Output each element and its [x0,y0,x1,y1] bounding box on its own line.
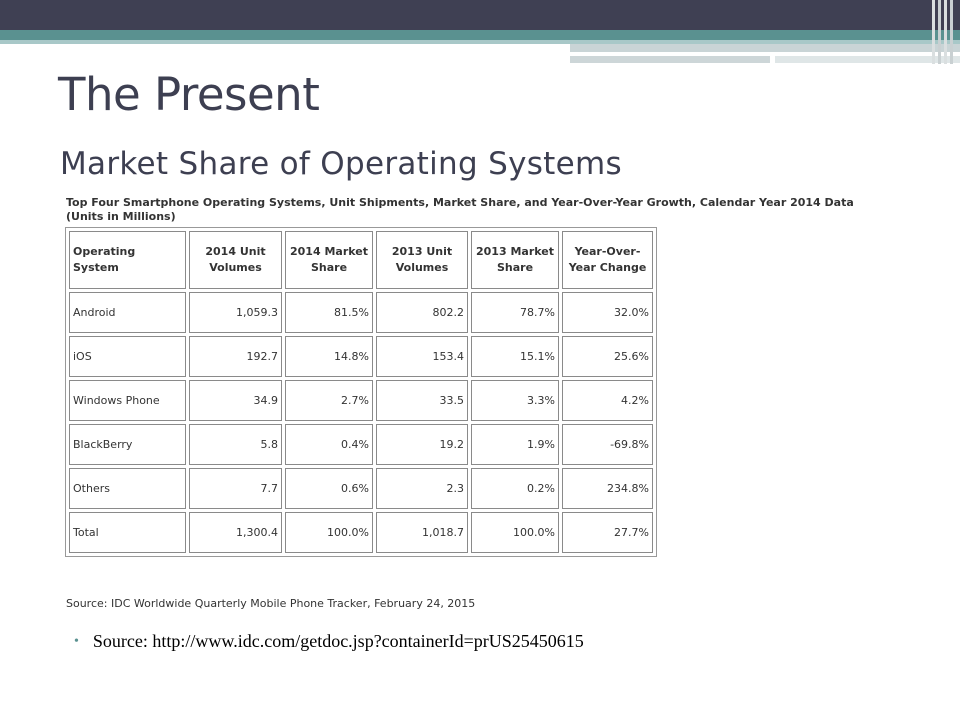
header-vertical-stripe [932,0,935,64]
bullet-text: Source: http://www.idc.com/getdoc.jsp?co… [92,631,584,651]
table-cell: 1,300.4 [189,512,282,553]
header-stripe [570,44,960,52]
bullet-dot-icon: • [74,634,79,649]
column-header: 2014 Unit Volumes [189,231,282,289]
table-cell: 100.0% [285,512,373,553]
slide-subtitle: Market Share of Operating Systems [60,146,622,182]
table-cell: 19.2 [376,424,468,465]
column-header: Year-Over-Year Change [562,231,653,289]
table-cell: iOS [69,336,186,377]
table-row: Windows Phone 34.9 2.7% 33.5 3.3% 4.2% [69,380,653,421]
table-cell: 78.7% [471,292,559,333]
table-cell: 192.7 [189,336,282,377]
table-cell: 1.9% [471,424,559,465]
table-row: Android 1,059.3 81.5% 802.2 78.7% 32.0% [69,292,653,333]
table-cell: 100.0% [471,512,559,553]
header-vertical-stripe [950,0,953,64]
table-cell: 2.3 [376,468,468,509]
table-cell: -69.8% [562,424,653,465]
table-cell: 0.6% [285,468,373,509]
table-cell: 27.7% [562,512,653,553]
table-cell: 153.4 [376,336,468,377]
table-cell: 4.2% [562,380,653,421]
column-header: 2014 Market Share [285,231,373,289]
table-caption: Top Four Smartphone Operating Systems, U… [66,196,854,223]
table-cell: 2.7% [285,380,373,421]
table-cell: 25.6% [562,336,653,377]
table-cell: 32.0% [562,292,653,333]
table-cell: Android [69,292,186,333]
header-banner-dark [0,0,960,30]
table-row: BlackBerry 5.8 0.4% 19.2 1.9% -69.8% [69,424,653,465]
bullet-item: • Source: http://www.idc.com/getdoc.jsp?c… [74,631,584,652]
column-header: 2013 Market Share [471,231,559,289]
market-share-table: Operating System 2014 Unit Volumes 2014 … [65,227,657,557]
header-stripe [570,56,770,63]
table-cell: 0.2% [471,468,559,509]
table-source-note: Source: IDC Worldwide Quarterly Mobile P… [66,597,476,610]
table-cell: 0.4% [285,424,373,465]
header-banner-light-teal [0,40,960,44]
header-banner-teal [0,30,960,40]
table-cell: BlackBerry [69,424,186,465]
header-vertical-stripe [944,0,947,64]
table-cell: 34.9 [189,380,282,421]
table-cell: 3.3% [471,380,559,421]
table-cell: 33.5 [376,380,468,421]
table-header-row: Operating System 2014 Unit Volumes 2014 … [69,231,653,289]
table-cell: Windows Phone [69,380,186,421]
table-row: Others 7.7 0.6% 2.3 0.2% 234.8% [69,468,653,509]
table-cell: Total [69,512,186,553]
table-cell: 802.2 [376,292,468,333]
table-cell: 234.8% [562,468,653,509]
table-cell: 14.8% [285,336,373,377]
slide-title: The Present [58,68,320,121]
table-cell: 1,059.3 [189,292,282,333]
column-header: 2013 Unit Volumes [376,231,468,289]
table-cell: 81.5% [285,292,373,333]
column-header: Operating System [69,231,186,289]
table-cell: 1,018.7 [376,512,468,553]
table-cell: 15.1% [471,336,559,377]
table-cell: Others [69,468,186,509]
table-cell: 5.8 [189,424,282,465]
table-row: Total 1,300.4 100.0% 1,018.7 100.0% 27.7… [69,512,653,553]
table-row: iOS 192.7 14.8% 153.4 15.1% 25.6% [69,336,653,377]
header-vertical-stripe [938,0,941,64]
header-stripe [775,56,960,63]
table-cell: 7.7 [189,468,282,509]
